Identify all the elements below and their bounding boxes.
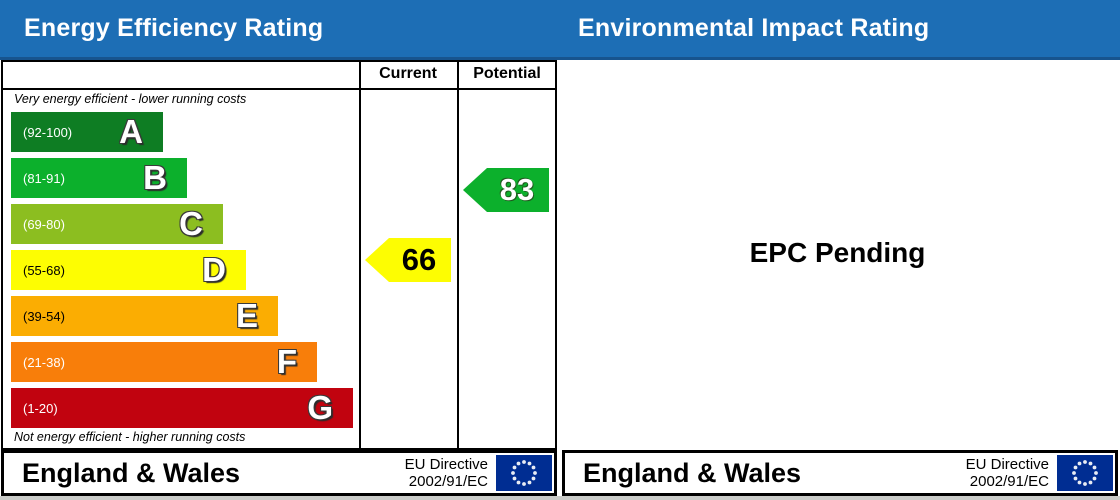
top-note: Very energy efficient - lower running co… <box>14 92 247 106</box>
band-row-g: (1-20) G <box>11 388 353 428</box>
band-range-label: (92-100) <box>23 124 73 140</box>
band-grade-letter: F <box>276 343 297 380</box>
band-grade-letter: B <box>143 159 167 196</box>
environmental-impact-panel: EPC Pending <box>557 60 1118 446</box>
eu-flag-icon <box>1057 455 1113 491</box>
eu-directive-label: EU Directive 2002/91/EC <box>966 456 1049 491</box>
column-divider <box>359 62 361 448</box>
band-row-a: (92-100) A <box>11 112 163 152</box>
potential-rating-arrow: 83 <box>463 168 549 212</box>
eu-directive-line2: 2002/91/EC <box>408 473 488 490</box>
energy-efficiency-chart: Current Potential Very energy efficient … <box>1 60 557 450</box>
eu-flag-icon <box>496 455 552 491</box>
energy-efficiency-title: Energy Efficiency Rating <box>24 14 324 42</box>
band-grade-letter: A <box>119 113 143 150</box>
potential-column-header: Potential <box>473 65 541 82</box>
bottom-edge-strip <box>0 496 1120 500</box>
band-grade-letter: G <box>307 389 333 426</box>
eu-directive-label: EU Directive 2002/91/EC <box>405 456 488 491</box>
band-row-d: (55-68) D <box>11 250 246 290</box>
band-range-label: (81-91) <box>23 170 65 186</box>
header-row-divider <box>3 88 555 90</box>
band-row-c: (69-80) C <box>11 204 223 244</box>
band-grade-letter: C <box>179 205 203 242</box>
current-rating-arrow: 66 <box>365 238 451 282</box>
band-range-label: (39-54) <box>23 308 65 324</box>
region-label: England & Wales <box>22 457 241 488</box>
potential-rating-value: 83 <box>499 172 535 207</box>
region-label: England & Wales <box>583 457 802 488</box>
band-range-label: (21-38) <box>23 354 65 370</box>
band-range-label: (55-68) <box>23 262 65 278</box>
bottom-note: Not energy efficient - higher running co… <box>14 430 246 444</box>
band-grade-letter: E <box>235 297 258 334</box>
band-row-b: (81-91) B <box>11 158 187 198</box>
band-range-label: (69-80) <box>23 216 65 232</box>
header-bar <box>0 0 1120 60</box>
band-grade-letter: D <box>202 251 226 288</box>
column-divider <box>457 62 459 448</box>
current-column-header: Current <box>379 65 437 82</box>
eu-directive-line2: 2002/91/EC <box>969 473 1049 490</box>
left-pointing-arrow-icon <box>463 168 549 212</box>
band-range-label: (1-20) <box>23 400 58 416</box>
left-pointing-arrow-icon <box>365 238 451 282</box>
environmental-impact-title: Environmental Impact Rating <box>578 14 930 42</box>
environmental-footer: England & Wales EU Directive 2002/91/EC <box>562 450 1118 496</box>
eu-directive-line1: EU Directive <box>965 455 1049 473</box>
band-row-f: (21-38) F <box>11 342 317 382</box>
energy-footer: England & Wales EU Directive 2002/91/EC <box>1 450 557 496</box>
band-row-e: (39-54) E <box>11 296 278 336</box>
epc-pending-message: EPC Pending <box>749 237 926 268</box>
eu-directive-line1: EU Directive <box>404 455 488 473</box>
current-rating-value: 66 <box>401 242 437 277</box>
